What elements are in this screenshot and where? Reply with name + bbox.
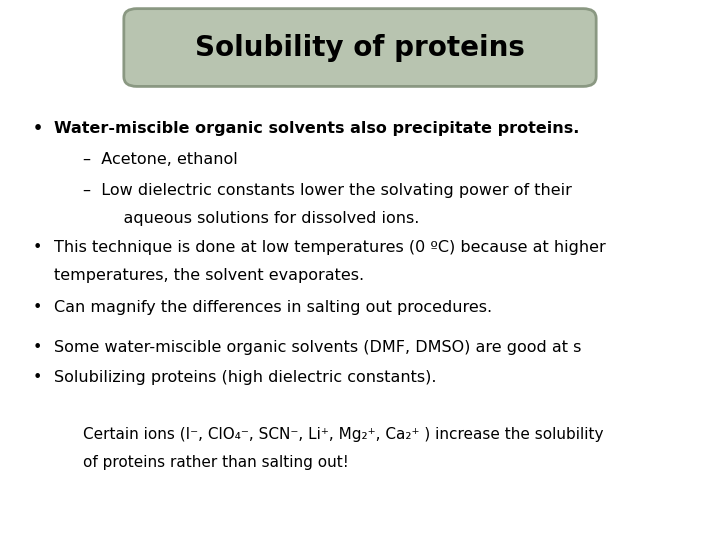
Text: aqueous solutions for dissolved ions.: aqueous solutions for dissolved ions. (103, 211, 419, 226)
FancyBboxPatch shape (124, 9, 596, 86)
Text: of proteins rather than salting out!: of proteins rather than salting out! (83, 455, 348, 470)
Text: Certain ions (I⁻, ClO₄⁻, SCN⁻, Li⁺, Mg₂⁺, Ca₂⁺ ) increase the solubility: Certain ions (I⁻, ClO₄⁻, SCN⁻, Li⁺, Mg₂⁺… (83, 427, 603, 442)
Text: Water-miscible organic solvents also precipitate proteins.: Water-miscible organic solvents also pre… (54, 122, 580, 137)
Text: •: • (32, 300, 42, 315)
Text: Can magnify the differences in salting out procedures.: Can magnify the differences in salting o… (54, 300, 492, 315)
Text: This technique is done at low temperatures (0 ºC) because at higher: This technique is done at low temperatur… (54, 240, 606, 255)
Text: Solubility of proteins: Solubility of proteins (195, 33, 525, 62)
Text: –  Low dielectric constants lower the solvating power of their: – Low dielectric constants lower the sol… (83, 183, 572, 198)
Text: •: • (32, 340, 42, 355)
Text: •: • (32, 370, 42, 385)
Text: –  Acetone, ethanol: – Acetone, ethanol (83, 152, 238, 167)
Text: Solubilizing proteins (high dielectric constants).: Solubilizing proteins (high dielectric c… (54, 370, 436, 385)
Text: Some water-miscible organic solvents (DMF, DMSO) are good at s: Some water-miscible organic solvents (DM… (54, 340, 581, 355)
Text: •: • (32, 240, 42, 255)
Text: •: • (32, 122, 42, 137)
Text: temperatures, the solvent evaporates.: temperatures, the solvent evaporates. (54, 268, 364, 284)
